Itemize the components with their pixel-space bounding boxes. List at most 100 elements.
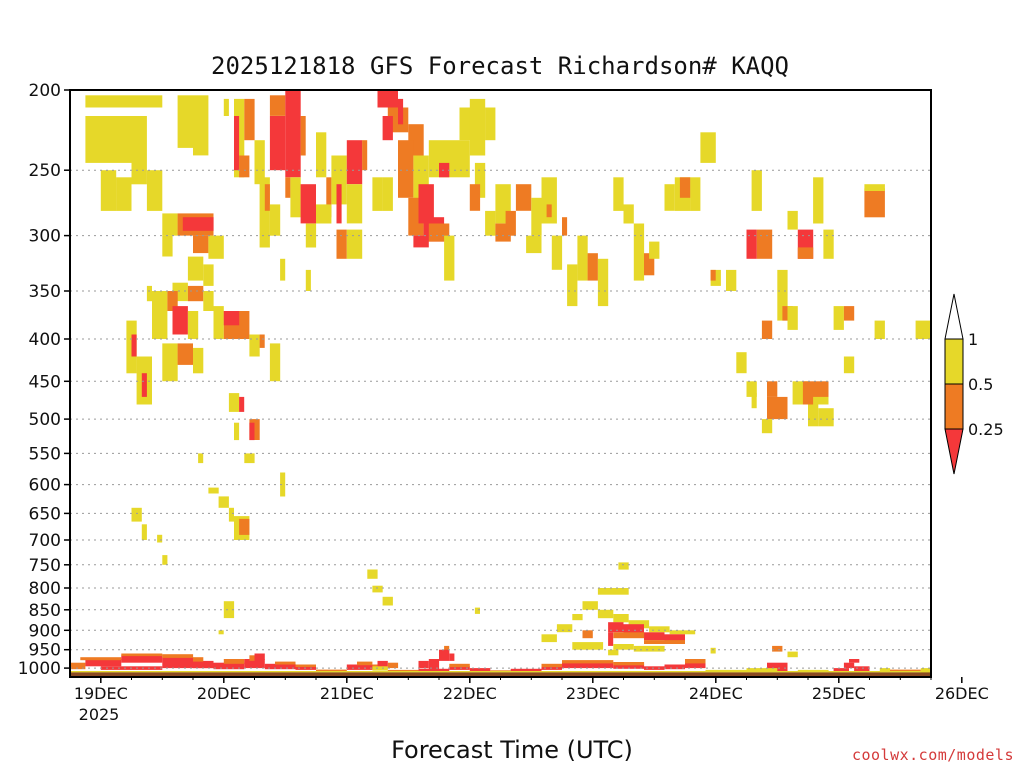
heat-cell (562, 660, 614, 664)
heat-cell (382, 177, 393, 211)
heat-cell (469, 668, 491, 671)
heat-cell (746, 668, 778, 672)
heat-cell (710, 647, 716, 654)
heat-cell (572, 642, 604, 650)
heat-cell (546, 204, 552, 218)
heat-cell (162, 213, 178, 236)
heat-cell (203, 291, 214, 311)
heat-cell (398, 140, 414, 198)
heat-cell (357, 661, 373, 666)
heat-cell (710, 269, 716, 281)
heat-cell (85, 95, 163, 108)
heat-cell (177, 95, 193, 148)
heat-cell (85, 116, 132, 163)
heat-cell (618, 562, 629, 570)
heat-cell (372, 585, 383, 593)
heat-cell (193, 347, 204, 374)
heat-cell (172, 306, 188, 335)
heat-cell (187, 256, 204, 281)
heat-cell (767, 662, 788, 672)
heat-cell (767, 381, 778, 397)
heat-cell (223, 601, 235, 619)
heat-cell (162, 343, 178, 382)
heat-cell (269, 116, 286, 171)
legend-bottom-arrow (944, 428, 964, 475)
heat-cell (644, 640, 685, 644)
heat-cell (920, 668, 932, 673)
heat-cell (269, 95, 286, 116)
heat-cell (346, 184, 363, 224)
heat-cell (269, 204, 281, 236)
heat-cell (843, 662, 855, 669)
heat-cell (541, 663, 562, 668)
heat-cell (300, 184, 316, 224)
x-year-label: 2025 (79, 705, 120, 724)
heat-cell (146, 285, 152, 302)
heat-cell (526, 235, 542, 254)
chart-title: 2025121818 GFS Forecast Richardson# KAQQ (211, 52, 789, 80)
heat-cell (541, 634, 557, 643)
heat-cell (449, 666, 470, 670)
heat-cell (664, 634, 685, 643)
heat-cell (264, 184, 270, 211)
heat-cell (131, 507, 142, 522)
heat-cell (239, 155, 250, 178)
ground-layer (70, 672, 931, 677)
heat-cell (597, 609, 614, 619)
heat-cell (295, 664, 316, 667)
heat-cell (362, 140, 368, 171)
heat-cell (218, 630, 224, 635)
heat-cell (854, 666, 870, 672)
heat-cell (485, 107, 496, 141)
heat-cell (572, 614, 583, 621)
heat-cell (121, 655, 163, 663)
heat-cell (843, 356, 855, 374)
heat-cell (372, 666, 388, 671)
heat-cell (700, 132, 716, 163)
heat-cell (890, 669, 921, 672)
y-tick-label: 750 (29, 556, 61, 576)
heat-cell (223, 98, 229, 116)
heat-cell (193, 95, 209, 156)
heat-cell (100, 170, 117, 211)
x-axis-ticks: 19DEC 20DEC 21DEC 22DEC 23DEC 24DEC 25DEC 26DEC (74, 677, 989, 703)
y-tick-label: 600 (29, 476, 61, 496)
legend-label: 1 (968, 330, 978, 349)
heat-cell (418, 184, 434, 224)
heat-cell (387, 669, 419, 672)
heat-cell (562, 217, 568, 236)
heat-cell (664, 664, 685, 670)
heat-cell (879, 668, 891, 672)
heat-cell (316, 669, 347, 672)
legend-swatch (944, 383, 964, 430)
heat-cell (223, 659, 245, 664)
heat-cell (300, 116, 306, 156)
heat-cell (797, 247, 814, 259)
y-tick-label: 850 (29, 601, 61, 621)
heat-cell (746, 229, 757, 259)
heat-cell (193, 235, 209, 254)
heat-cell (808, 404, 819, 427)
heat-cell (167, 291, 178, 311)
legend-top-arrow (944, 293, 964, 340)
heat-cell (864, 184, 885, 191)
heat-cell (316, 132, 327, 178)
x-tick-label: 23DEC (566, 684, 620, 703)
heat-cell (208, 235, 224, 259)
y-tick-label: 900 (29, 621, 61, 641)
y-tick-label: 500 (29, 410, 61, 430)
heat-cell (213, 662, 245, 670)
heat-cell (234, 422, 240, 441)
credit-text: coolwx.com/models (852, 746, 1014, 764)
heat-cell (162, 654, 194, 658)
heat-cell (787, 651, 798, 658)
heat-cell (685, 659, 706, 664)
heat-cell (382, 596, 393, 606)
heat-cell (439, 162, 450, 178)
heat-cell (285, 177, 291, 198)
heat-cell (141, 524, 147, 540)
heat-cell (275, 661, 296, 665)
heat-cell (772, 645, 783, 652)
heat-cell (562, 662, 614, 669)
